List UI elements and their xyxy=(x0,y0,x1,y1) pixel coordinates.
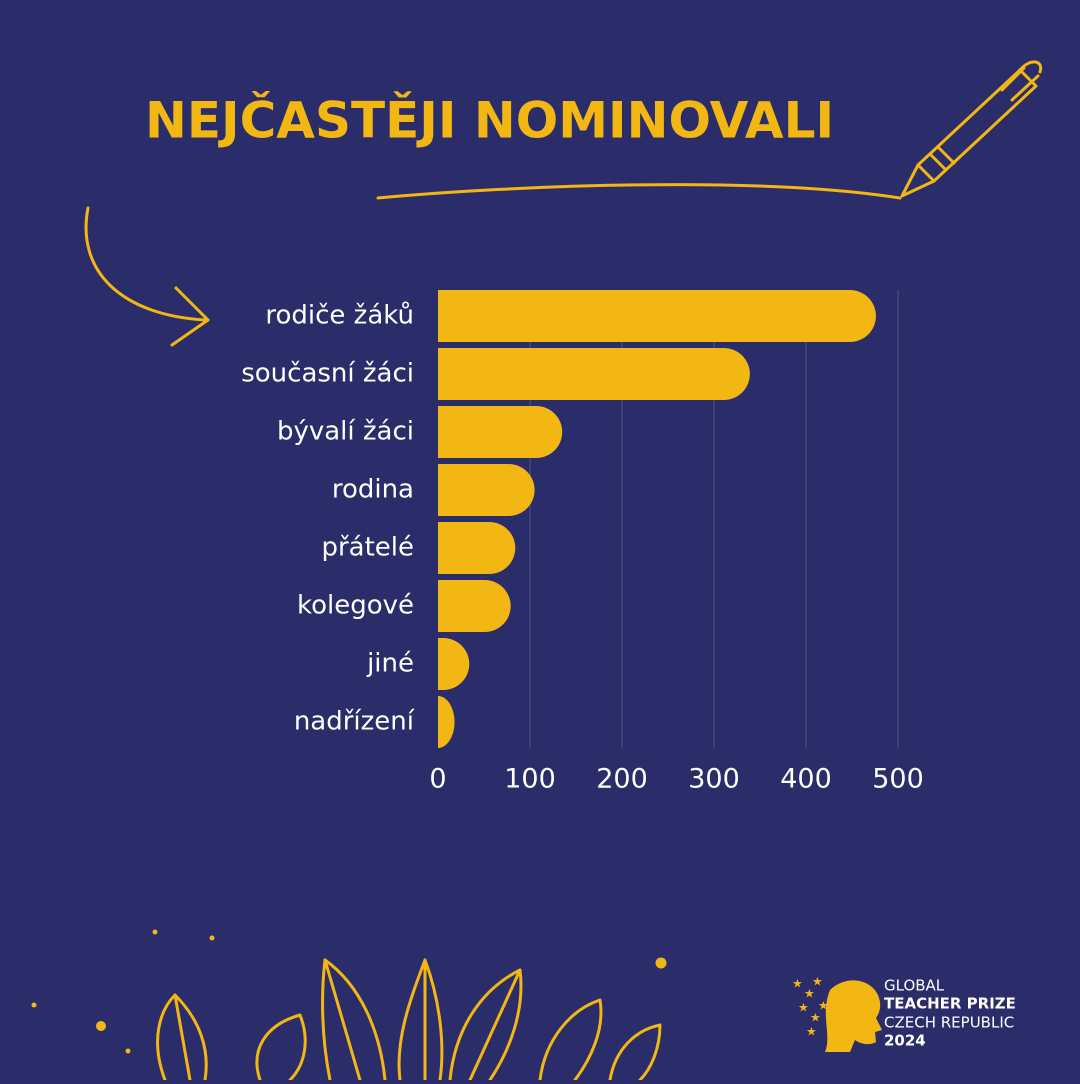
chart-title: NEJČASTĚJI NOMINOVALI xyxy=(145,91,834,150)
y-tick-label: nadřízení xyxy=(294,707,415,737)
svg-text:★: ★ xyxy=(798,1001,809,1015)
svg-text:★: ★ xyxy=(804,987,815,1001)
svg-text:★: ★ xyxy=(818,999,829,1013)
arrow-icon xyxy=(84,206,210,347)
svg-text:★: ★ xyxy=(810,1011,821,1025)
bar xyxy=(438,290,876,342)
logo-text: GLOBAL xyxy=(884,977,945,995)
x-tick-label: 100 xyxy=(504,764,556,795)
bar xyxy=(438,348,750,400)
y-tick-label: přátelé xyxy=(321,533,414,563)
y-tick-label: kolegové xyxy=(297,591,414,621)
x-tick-label: 300 xyxy=(688,764,740,795)
y-tick-label: rodina xyxy=(332,475,414,505)
y-tick-label: jiné xyxy=(366,649,414,679)
leaves-decoration xyxy=(156,958,662,1082)
bar xyxy=(438,464,535,516)
pen-icon xyxy=(900,60,1043,198)
x-tick-label: 200 xyxy=(596,764,648,795)
dots-decoration xyxy=(31,929,667,1054)
y-tick-label: rodiče žáků xyxy=(265,301,414,331)
x-tick-label: 500 xyxy=(872,764,924,795)
y-tick-label: bývalí žáci xyxy=(277,417,414,447)
y-tick-label: současní žáci xyxy=(241,359,414,389)
logo-text: CZECH REPUBLIC xyxy=(884,1014,1014,1032)
logo-text: 2024 xyxy=(884,1032,926,1050)
x-tick-label: 400 xyxy=(780,764,832,795)
x-tick-label: 0 xyxy=(429,764,446,795)
bar xyxy=(438,696,455,748)
svg-text:★: ★ xyxy=(806,1025,817,1039)
svg-text:★: ★ xyxy=(792,977,803,991)
logo-text: TEACHER PRIZE xyxy=(884,995,1016,1013)
logo-icon: ★★★ ★★★★ xyxy=(792,975,882,1052)
svg-text:★: ★ xyxy=(812,975,823,989)
bar xyxy=(438,580,511,632)
underline xyxy=(376,183,902,200)
bar xyxy=(438,406,563,458)
bar xyxy=(438,522,516,574)
bar xyxy=(438,638,470,690)
